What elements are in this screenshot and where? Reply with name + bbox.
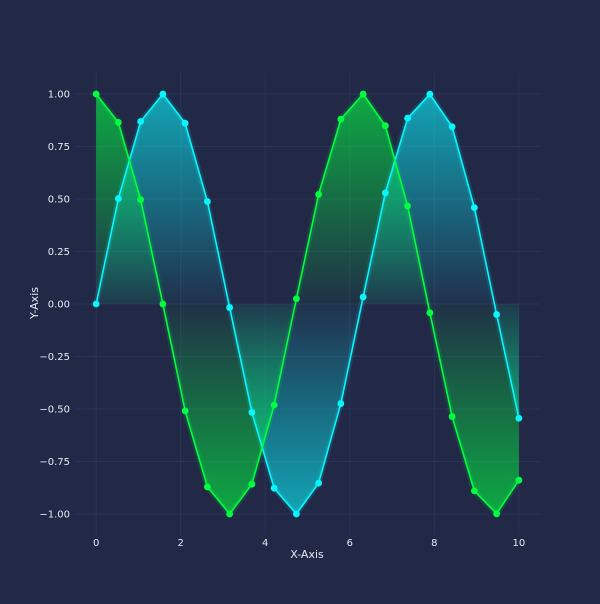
data-points bbox=[92, 90, 523, 518]
area-fills bbox=[96, 94, 519, 514]
y-tick-label: −0.25 bbox=[39, 352, 70, 363]
series-1-point bbox=[226, 304, 234, 311]
series-2-point bbox=[359, 90, 367, 98]
series-2-point bbox=[159, 300, 167, 308]
x-tick-label: 4 bbox=[262, 538, 268, 549]
series-2-point bbox=[493, 510, 501, 518]
x-tick-label: 0 bbox=[93, 538, 99, 549]
series-2-point bbox=[470, 487, 478, 495]
y-tick-label: 1.00 bbox=[48, 90, 70, 101]
y-tick-label: 0.00 bbox=[48, 300, 70, 311]
series-2-point bbox=[337, 115, 345, 123]
x-axis-ticks: 0 2 4 6 8 10 bbox=[93, 538, 525, 549]
series-2-point bbox=[426, 309, 434, 317]
series-2-point bbox=[226, 510, 234, 518]
series-1-point bbox=[315, 479, 323, 487]
series-1-point bbox=[470, 204, 478, 212]
series-2-area bbox=[96, 94, 519, 514]
y-axis-label: Y-Axis bbox=[28, 287, 41, 320]
x-tick-label: 2 bbox=[177, 538, 183, 549]
series-1-point bbox=[292, 510, 300, 518]
series-2-point bbox=[448, 413, 456, 420]
series-1-point bbox=[426, 90, 434, 98]
series-1-point bbox=[92, 300, 100, 308]
series-2-point bbox=[270, 401, 278, 409]
series-1-point bbox=[181, 119, 189, 127]
series-2-point bbox=[292, 295, 300, 303]
series-2-point bbox=[203, 483, 211, 491]
series-2-point bbox=[137, 196, 145, 204]
series-1-point bbox=[515, 414, 523, 422]
series-1-point bbox=[137, 118, 145, 125]
series-2-point bbox=[515, 476, 523, 484]
series-1-point bbox=[248, 408, 256, 416]
y-tick-label: 0.25 bbox=[48, 247, 70, 258]
series-2-line bbox=[95, 93, 520, 515]
series-2-point bbox=[381, 122, 389, 130]
x-tick-label: 10 bbox=[512, 538, 525, 549]
x-tick-label: 6 bbox=[347, 538, 353, 549]
series-2-point bbox=[315, 190, 323, 198]
series-lines bbox=[93, 91, 522, 517]
series-1-point bbox=[448, 123, 456, 131]
y-axis-ticks: 1.00 0.75 0.50 0.25 0.00 −0.25 −0.50 −0.75 −1.00 bbox=[39, 90, 70, 521]
series-1-point bbox=[203, 198, 211, 205]
series-2-point bbox=[248, 480, 256, 488]
series-1-point bbox=[381, 189, 389, 197]
y-tick-label: 0.75 bbox=[48, 142, 70, 153]
y-tick-label: −1.00 bbox=[39, 510, 70, 521]
y-tick-label: 0.50 bbox=[48, 195, 70, 206]
series-2-point bbox=[181, 407, 189, 415]
series-2-point bbox=[114, 118, 122, 126]
series-1-point bbox=[114, 195, 122, 202]
y-tick-label: −0.50 bbox=[39, 405, 70, 416]
series-1-point bbox=[159, 90, 167, 98]
series-1-point bbox=[404, 114, 412, 122]
series-1-point bbox=[270, 484, 278, 492]
series-1-point bbox=[493, 311, 501, 318]
x-tick-label: 8 bbox=[431, 538, 437, 549]
series-2-point bbox=[92, 90, 100, 98]
y-tick-label: −0.75 bbox=[39, 457, 70, 468]
series-2-point bbox=[404, 202, 412, 210]
series-1-point bbox=[359, 293, 367, 301]
x-axis-label: X-Axis bbox=[290, 548, 324, 561]
series-1-point bbox=[337, 400, 345, 407]
series-1-line bbox=[95, 93, 520, 515]
